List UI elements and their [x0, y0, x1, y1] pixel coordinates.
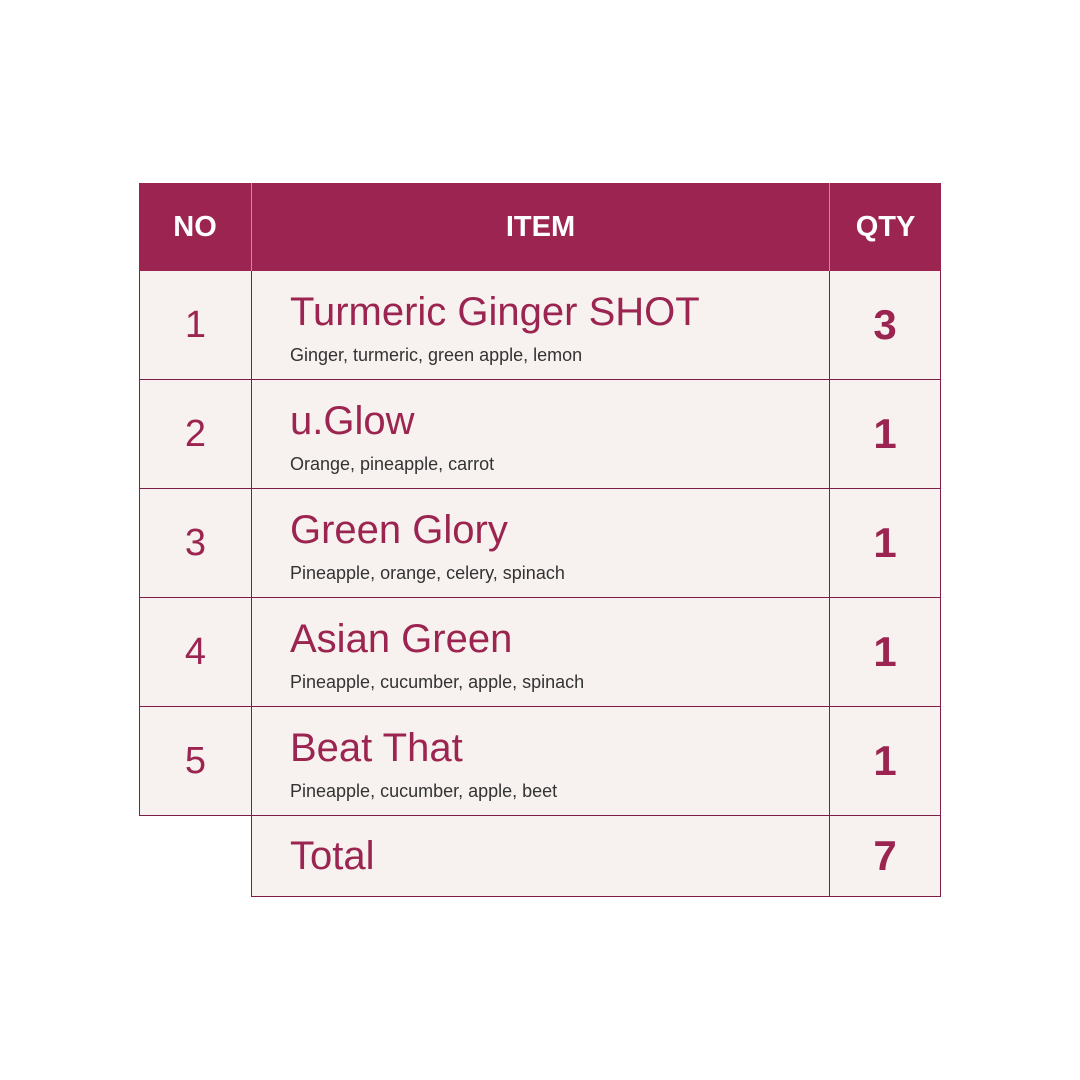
order-table: NO ITEM QTY 1 Turmeric Ginger SHOT Ginge… [139, 183, 941, 897]
table-header: NO ITEM QTY [139, 183, 941, 271]
header-qty: QTY [829, 183, 941, 271]
item-ingredients: Pineapple, orange, celery, spinach [290, 563, 565, 583]
row-number: 3 [139, 489, 251, 598]
item-name: Turmeric Ginger SHOT [290, 290, 700, 334]
total-row: Total 7 [139, 816, 941, 897]
table-row: 3 Green Glory Pineapple, orange, celery,… [139, 489, 941, 598]
item-name: Green Glory [290, 508, 508, 552]
row-item: Green Glory Pineapple, orange, celery, s… [251, 489, 829, 598]
total-qty: 7 [829, 816, 941, 897]
item-name: u.Glow [290, 399, 415, 443]
table-row: 1 Turmeric Ginger SHOT Ginger, turmeric,… [139, 271, 941, 380]
item-ingredients: Orange, pineapple, carrot [290, 454, 495, 474]
row-qty: 3 [829, 271, 941, 380]
item-ingredients: Pineapple, cucumber, apple, spinach [290, 672, 585, 692]
row-qty: 1 [829, 380, 941, 489]
total-label: Total [290, 834, 375, 878]
row-number: 2 [139, 380, 251, 489]
row-item: Turmeric Ginger SHOT Ginger, turmeric, g… [251, 271, 829, 380]
item-name: Asian Green [290, 617, 513, 661]
row-item: u.Glow Orange, pineapple, carrot [251, 380, 829, 489]
row-item: Beat That Pineapple, cucumber, apple, be… [251, 707, 829, 816]
table-row: 2 u.Glow Orange, pineapple, carrot 1 [139, 380, 941, 489]
table-row: 5 Beat That Pineapple, cucumber, apple, … [139, 707, 941, 816]
row-qty: 1 [829, 707, 941, 816]
row-number: 5 [139, 707, 251, 816]
header-no: NO [173, 210, 217, 243]
item-ingredients: Pineapple, cucumber, apple, beet [290, 781, 558, 801]
table-row: 4 Asian Green Pineapple, cucumber, apple… [139, 598, 941, 707]
item-name: Beat That [290, 726, 463, 770]
header-item: ITEM [251, 183, 829, 271]
row-number: 1 [139, 271, 251, 380]
item-ingredients: Ginger, turmeric, green apple, lemon [290, 345, 583, 365]
row-item: Asian Green Pineapple, cucumber, apple, … [251, 598, 829, 707]
row-qty: 1 [829, 598, 941, 707]
row-number: 4 [139, 598, 251, 707]
row-qty: 1 [829, 489, 941, 598]
